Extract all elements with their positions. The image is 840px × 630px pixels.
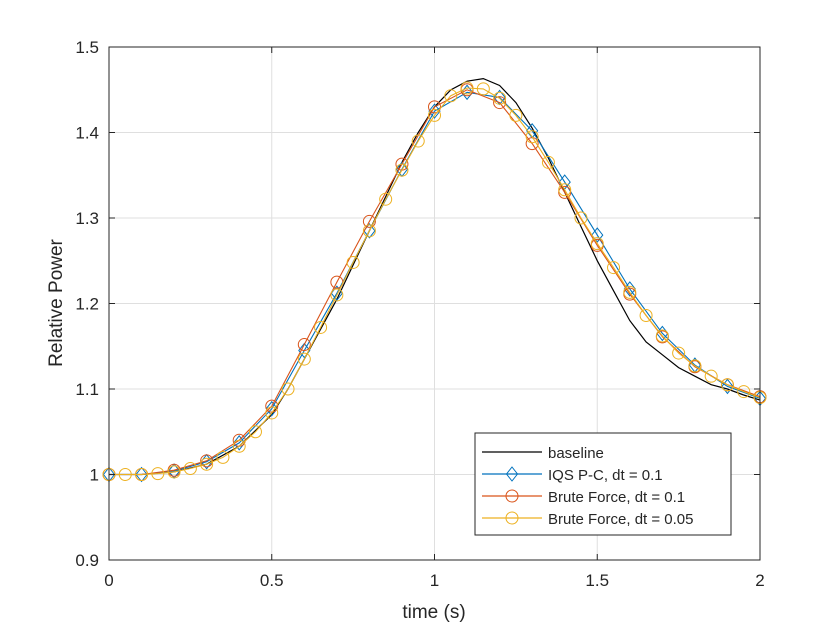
data-point-circle — [541, 155, 555, 169]
data-point-circle — [265, 406, 279, 420]
data-point-circle — [362, 214, 376, 228]
legend-marker-iqs — [505, 466, 519, 482]
legend-label-brute-01: Brute Force, dt = 0.1 — [548, 489, 685, 506]
data-point-circle — [248, 425, 262, 439]
data-point-circle — [379, 192, 393, 206]
data-point-circle — [493, 91, 507, 105]
data-point-circle — [639, 308, 653, 322]
x-axis-label: time (s) — [402, 602, 465, 623]
x-tick-labels: 0 0.5 1 1.5 2 — [104, 571, 764, 590]
x-tick-label: 1.5 — [585, 571, 609, 590]
legend: baseline IQS P-C, dt = 0.1 Brute Force, … — [474, 432, 732, 536]
y-tick-label: 0.9 — [75, 551, 99, 570]
data-point-circle — [151, 467, 165, 481]
data-point-circle — [346, 255, 360, 269]
data-point-diamond — [298, 342, 311, 359]
legend-label-baseline: baseline — [548, 445, 604, 462]
data-point-circle — [297, 352, 311, 366]
data-point-circle — [395, 163, 409, 177]
data-point-circle — [460, 81, 474, 95]
data-point-circle — [574, 211, 588, 225]
data-point-circle — [720, 378, 734, 392]
data-point-circle — [590, 237, 604, 251]
data-point-circle — [200, 457, 214, 471]
data-point-diamond — [591, 227, 604, 243]
data-point-diamond — [330, 285, 343, 302]
x-tick-label: 0 — [104, 571, 113, 590]
legend-marker-brute-005 — [505, 511, 519, 525]
data-point-diamond — [721, 378, 734, 395]
data-point-circle — [411, 134, 425, 148]
data-point-circle — [428, 108, 441, 122]
data-point-circle — [362, 224, 376, 238]
legend-label-iqs: IQS P-C, dt = 0.1 — [548, 467, 663, 484]
data-point-circle — [232, 439, 246, 453]
y-axis-label: Relative Power — [46, 238, 67, 366]
axis-ticks — [108, 46, 761, 561]
legend-marker-brute-01 — [505, 489, 519, 503]
data-point-circle — [558, 183, 572, 197]
data-point-circle — [623, 285, 637, 299]
y-tick-labels: 0.9 1 1.1 1.2 1.3 1.4 1.5 — [75, 38, 99, 570]
data-point-circle — [297, 338, 311, 352]
data-point-circle — [525, 130, 539, 144]
data-point-circle — [428, 100, 441, 114]
data-point-diamond — [135, 466, 148, 483]
y-tick-label: 1.4 — [75, 124, 99, 143]
data-point-circle — [216, 450, 230, 464]
data-point-circle — [704, 369, 718, 383]
data-point-circle — [607, 261, 621, 275]
data-point-circle — [476, 82, 490, 96]
data-point-diamond — [428, 103, 441, 119]
data-point-circle — [509, 108, 523, 122]
data-point-circle — [118, 468, 132, 481]
data-point-diamond — [233, 435, 246, 451]
data-point-circle — [737, 385, 751, 399]
series-layer — [102, 77, 767, 483]
y-tick-label: 1.3 — [75, 209, 99, 228]
data-point-circle — [558, 185, 572, 199]
data-point-circle — [330, 288, 344, 302]
x-tick-label: 2 — [755, 571, 764, 590]
legend-label-brute-005: Brute Force, dt = 0.05 — [548, 511, 694, 528]
y-tick-label: 1.1 — [75, 380, 99, 399]
data-point-circle — [672, 346, 686, 360]
data-point-circle — [183, 462, 197, 476]
data-point-circle — [314, 320, 328, 334]
series-3 — [102, 81, 767, 481]
data-point-circle — [135, 468, 149, 481]
data-point-diamond — [265, 400, 278, 417]
y-tick-label: 1.5 — [75, 38, 99, 57]
data-point-circle — [167, 465, 181, 479]
data-point-circle — [493, 96, 507, 110]
data-point-circle — [200, 454, 214, 468]
data-point-circle — [281, 382, 295, 396]
data-point-circle — [444, 89, 458, 103]
y-tick-label: 1 — [90, 466, 99, 485]
x-tick-label: 0.5 — [260, 571, 284, 590]
x-tick-label: 1 — [430, 571, 439, 590]
data-point-circle — [688, 359, 702, 373]
data-point-circle — [655, 329, 669, 343]
y-tick-label: 1.2 — [75, 295, 99, 314]
